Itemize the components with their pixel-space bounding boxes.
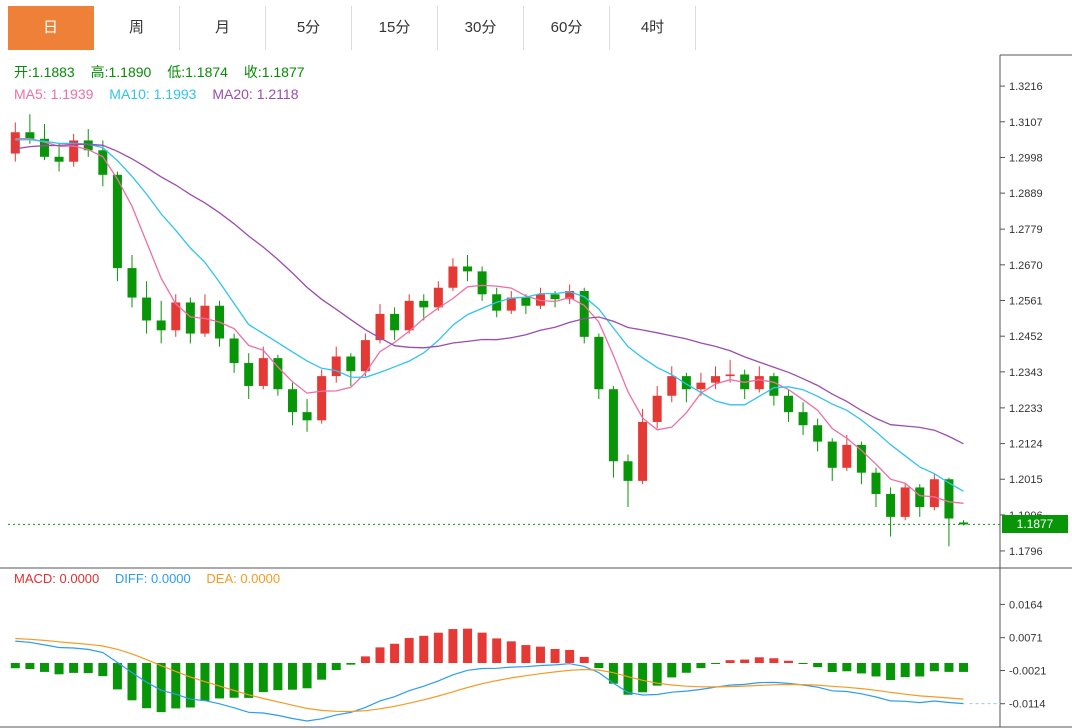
tab-15min[interactable]: 15分 [352, 6, 438, 50]
low-value: 低:1.1874 [167, 64, 228, 80]
svg-text:1.2124: 1.2124 [1009, 439, 1043, 451]
svg-text:1.2343: 1.2343 [1009, 367, 1043, 379]
svg-text:1.2561: 1.2561 [1009, 296, 1043, 308]
tab-60min[interactable]: 60分 [524, 6, 610, 50]
svg-text:1.2779: 1.2779 [1009, 224, 1043, 236]
svg-text:0.0071: 0.0071 [1009, 633, 1043, 645]
timeframe-tabbar: 日周月 5分 15分 30分 60分 4时 [8, 6, 696, 50]
high-value: 高:1.1890 [90, 64, 152, 80]
ma5-value: MA5: 1.1939 [14, 86, 94, 102]
svg-text:1.3107: 1.3107 [1009, 117, 1043, 129]
svg-text:1.2015: 1.2015 [1009, 474, 1043, 486]
current-price-badge: 1.1877 [1002, 515, 1068, 533]
close-value: 收:1.1877 [243, 64, 305, 80]
tab-month[interactable]: 月 [180, 6, 266, 50]
open-value: 开:1.1883 [14, 64, 75, 80]
ma10-value: MA10: 1.1993 [109, 86, 197, 102]
svg-text:1.2998: 1.2998 [1009, 152, 1043, 164]
tab-5min[interactable]: 5分 [266, 6, 352, 50]
tab-day[interactable]: 日 [8, 6, 94, 50]
tab-4hour[interactable]: 4时 [610, 6, 696, 50]
ma20-value: MA20: 1.2118 [212, 86, 299, 102]
macd-value: MACD: 0.0000 [14, 571, 100, 586]
svg-text:-0.0114: -0.0114 [1009, 699, 1046, 711]
diff-value: DIFF: 0.0000 [114, 571, 191, 586]
tab-week[interactable]: 周 [94, 6, 180, 50]
svg-text:1.2233: 1.2233 [1009, 403, 1043, 415]
tab-30min[interactable]: 30分 [438, 6, 524, 50]
svg-text:1.2889: 1.2889 [1009, 188, 1043, 200]
macd-legend: MACD: 0.0000 DIFF: 0.0000 DEA: 0.0000 [14, 571, 292, 586]
svg-text:1.2452: 1.2452 [1009, 331, 1043, 343]
dea-value: DEA: 0.0000 [206, 571, 281, 586]
svg-text:-0.0021: -0.0021 [1009, 665, 1046, 677]
svg-text:1.1796: 1.1796 [1009, 546, 1043, 558]
svg-text:1.2670: 1.2670 [1009, 260, 1043, 272]
ohlc-legend: 开:1.1883 高:1.1890 低:1.1874 收:1.1877 [14, 62, 317, 82]
svg-text:1.3216: 1.3216 [1009, 81, 1043, 93]
svg-text:0.0164: 0.0164 [1009, 599, 1043, 611]
ma-legend: MA5: 1.1939 MA10: 1.1993 MA20: 1.2118 [14, 86, 310, 102]
